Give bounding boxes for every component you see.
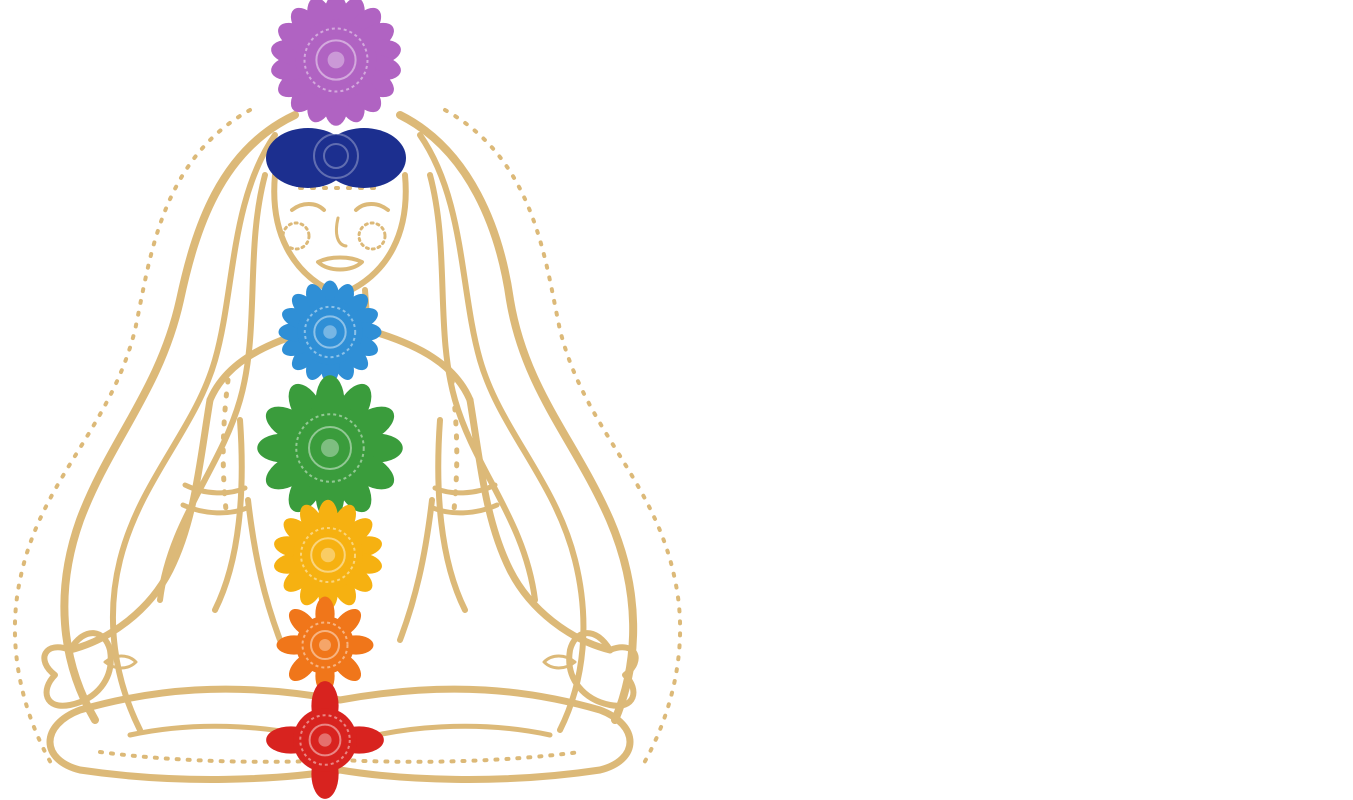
arm-right [466,396,614,654]
lips [316,255,364,272]
cheek-left [281,221,311,251]
hair-strand-right-2 [427,172,538,603]
palm-eye-right [542,654,577,670]
hair-strand-left-2 [157,172,268,603]
arm-inner-right [435,417,468,613]
hair-dots-left [12,108,252,772]
chakra-column [257,0,406,799]
arm-inner-left [212,417,245,613]
crown-chakra [271,0,401,126]
third-eye-chakra [266,128,406,188]
palm-eye-left [103,654,138,670]
bracelet-left [180,482,250,516]
cheek-right [357,221,387,251]
hair-dots-right [443,108,683,772]
nose [334,216,348,248]
root-chakra [266,681,384,799]
sacral-chakra [276,596,374,694]
torso-dots-right [449,377,460,513]
eye-right [354,202,390,212]
throat-chakra [278,280,382,384]
meditating-figure [12,108,683,783]
bracelet-right [430,482,500,516]
hand-right [566,630,639,709]
solar-plexus-chakra [274,499,382,611]
hand-left [41,630,114,709]
hair-outline-right [396,111,638,724]
hair-outline-left [60,111,299,724]
arm-left [66,396,214,654]
eye-left [290,202,326,212]
waist [245,497,435,643]
torso-dots-left [220,377,231,513]
heart-chakra [257,375,403,521]
hair-strand-left-1 [110,132,278,733]
